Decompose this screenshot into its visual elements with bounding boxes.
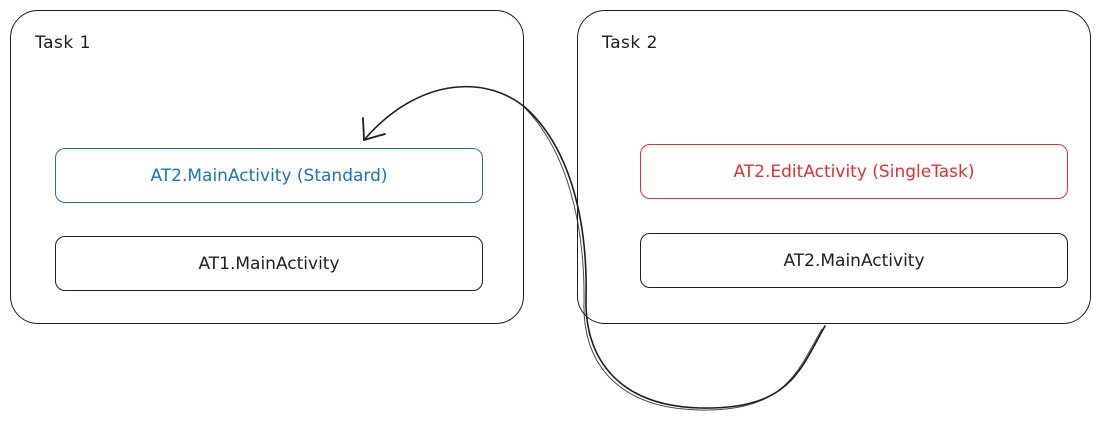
- activity-label: AT2.MainActivity: [783, 250, 925, 271]
- task-2-label: Task 2: [602, 33, 658, 53]
- task-1-container: Task 1 AT2.MainActivity (Standard) AT1.M…: [10, 10, 524, 324]
- task-1-label: Task 1: [35, 33, 91, 53]
- activity-at2-main-standard: AT2.MainActivity (Standard): [55, 148, 483, 203]
- activity-label: AT1.MainActivity: [198, 253, 340, 274]
- activity-at1-main: AT1.MainActivity: [55, 236, 483, 291]
- activity-label: AT2.MainActivity (Standard): [150, 165, 388, 186]
- activity-label: AT2.EditActivity (SingleTask): [733, 161, 975, 182]
- activity-at2-edit-singletask: AT2.EditActivity (SingleTask): [640, 144, 1068, 199]
- activity-at2-main: AT2.MainActivity: [640, 233, 1068, 288]
- task-2-container: Task 2 AT2.EditActivity (SingleTask) AT2…: [577, 10, 1091, 324]
